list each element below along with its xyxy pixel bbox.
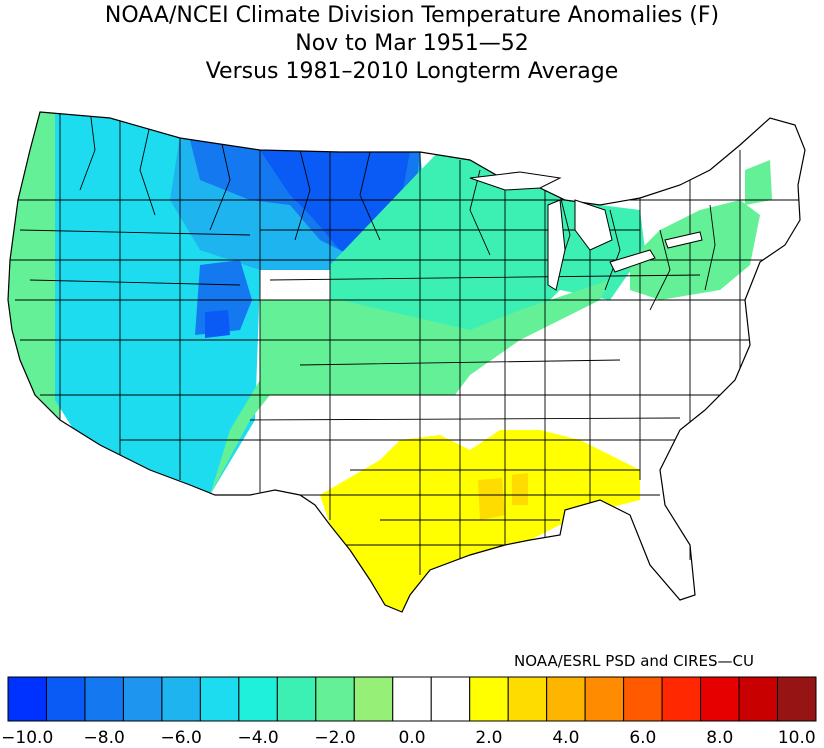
colorbar-bin [45,676,86,722]
colorbar-tick-label: −4.0 [237,728,279,748]
colorbar-bin [238,676,278,722]
region-fill-maine-patch [745,160,772,205]
colorbar-tick-label: −10.0 [1,728,54,748]
title-block: NOAA/NCEI Climate Division Temperature A… [0,0,824,86]
map-period: Nov to Mar 1951—52 [295,31,529,56]
region-fill-lower-ms [478,478,505,520]
colorbar-tick-label: 6.0 [629,728,657,748]
map-baseline: Versus 1981–2010 Longterm Average [205,59,619,84]
colorbar-bin [777,676,817,722]
lake-michigan [547,199,566,291]
colorbar-bin [276,676,317,722]
colorbar-bin [122,676,163,722]
colorbar-tick-label: 8.0 [706,728,734,748]
colorbar-tick-label: 2.0 [475,728,503,748]
map-fill [8,112,805,612]
colorbar-bin [353,676,394,722]
colorbar-bin [738,676,779,722]
colorbar-bin [161,676,201,722]
colorbar-bin [700,676,740,722]
colorbar-bin [315,676,355,722]
colorbar-bin [199,676,240,722]
colorbar-tick-label: −8.0 [83,728,125,748]
division-lines [10,112,800,575]
colorbar-bin [392,676,432,722]
colorbar-bin [430,676,471,722]
colorbar-bin [7,676,47,722]
colorbar-bin [584,676,625,722]
colorbar-bin [546,676,586,722]
region-fill-ms-strip [512,473,528,505]
colorbar-bin [507,676,548,722]
colorbar-bin [661,676,702,722]
colorbar-tick-label: 4.0 [552,728,580,748]
lake-ontario [664,231,703,249]
colorbar-tick-label: −6.0 [160,728,202,748]
colorbar-bin [623,676,663,722]
credit-label: NOAA/ESRL PSD and CIRES—CU [514,652,754,670]
colorbar-bin [84,676,124,722]
colorbar-tick-label: 0.0 [398,728,426,748]
colorbar-bin [469,676,509,722]
colorbar-tick-label: 10.0 [777,728,816,748]
map-title: NOAA/NCEI Climate Division Temperature A… [104,3,720,28]
region-fill-lower-midwest [210,280,610,495]
lake-superior [469,171,562,191]
region-fill-gulf [320,430,640,612]
lake-erie [609,249,656,273]
colorbar-tick-label: −2.0 [314,728,356,748]
region-fill-utah-deep [205,310,230,338]
great-lakes [469,171,703,291]
region-fill-central-plains [330,150,645,360]
lake-huron [574,199,613,251]
us-outline [7,111,806,613]
